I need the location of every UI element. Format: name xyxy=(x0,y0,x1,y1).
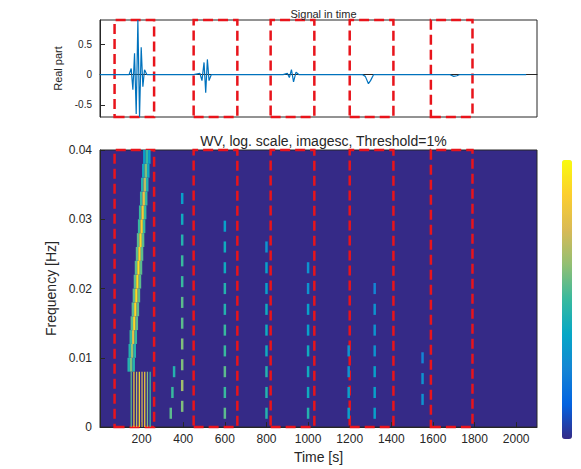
svg-text:0.5: 0.5 xyxy=(78,39,92,50)
svg-text:2000: 2000 xyxy=(503,432,530,446)
svg-text:0.02: 0.02 xyxy=(69,282,93,296)
svg-text:1200: 1200 xyxy=(336,432,363,446)
svg-text:0: 0 xyxy=(86,69,92,80)
svg-text:1800: 1800 xyxy=(461,432,488,446)
svg-text:0.04: 0.04 xyxy=(69,143,93,157)
svg-text:1000: 1000 xyxy=(295,432,322,446)
svg-text:400: 400 xyxy=(173,432,193,446)
svg-text:600: 600 xyxy=(215,432,235,446)
svg-text:Time [s]: Time [s] xyxy=(294,449,343,465)
svg-text:1400: 1400 xyxy=(378,432,405,446)
svg-text:Frequency [Hz]: Frequency [Hz] xyxy=(43,241,59,336)
svg-text:0: 0 xyxy=(85,420,92,434)
svg-text:1600: 1600 xyxy=(420,432,447,446)
svg-text:Real part: Real part xyxy=(52,46,64,91)
svg-text:-0.5: -0.5 xyxy=(75,99,93,110)
svg-text:0.03: 0.03 xyxy=(69,212,93,226)
svg-text:WV, log. scale, imagesc, Thres: WV, log. scale, imagesc, Threshold=1% xyxy=(200,133,446,149)
svg-text:Signal in time: Signal in time xyxy=(290,8,356,20)
svg-text:200: 200 xyxy=(132,432,152,446)
svg-text:0.01: 0.01 xyxy=(69,351,93,365)
svg-text:800: 800 xyxy=(256,432,276,446)
